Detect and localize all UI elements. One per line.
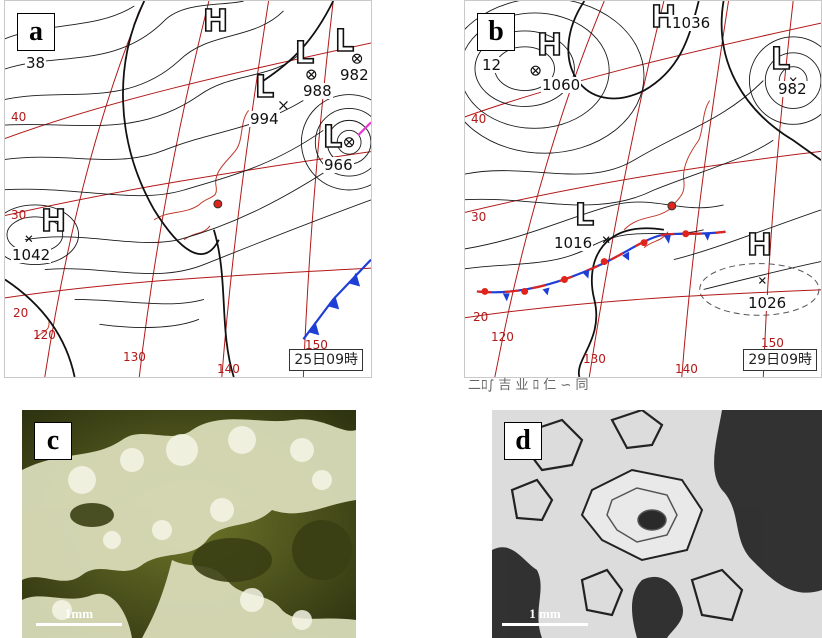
high-pressure-symbol: H — [536, 28, 563, 63]
pressure-label: 982 — [777, 80, 808, 98]
longitude-label: 130 — [583, 352, 606, 366]
low-pressure-symbol: L — [254, 70, 275, 105]
weather-map-panel-b: H H L L H 1036 1060 982 1016 1026 12 40 … — [464, 0, 822, 378]
map-timestamp: 29日09時 — [743, 349, 817, 371]
latitude-label: 30 — [11, 208, 27, 222]
scale-bar-line — [502, 623, 588, 626]
pressure-label: 1026 — [747, 294, 788, 312]
pressure-label: 982 — [339, 66, 370, 84]
map-timestamp: 25日09時 — [289, 349, 363, 371]
high-pressure-symbol: H — [202, 4, 229, 39]
latitude-label: 20 — [13, 306, 29, 320]
pressure-label: 38 — [25, 54, 47, 72]
longitude-label: 120 — [491, 330, 514, 344]
cropped-caption-fragment: 二ﾛ∫ 吉 业 ﾛ 仁 ∽ 同 — [468, 378, 589, 393]
panel-label-c: c — [34, 422, 72, 460]
snow-crystal-photo-d — [492, 410, 822, 638]
scale-bar: 1 mm — [502, 607, 588, 626]
snow-crystal-photo-c — [22, 410, 356, 638]
low-pressure-symbol: L — [322, 120, 343, 155]
panel-label-b: b — [477, 13, 515, 51]
latitude-label: 40 — [471, 112, 487, 126]
pressure-label: 994 — [249, 110, 280, 128]
latitude-label: 30 — [471, 210, 487, 224]
pressure-label: 1042 — [11, 246, 52, 264]
scale-bar-label: 1mm — [64, 606, 94, 621]
longitude-label: 120 — [33, 328, 56, 342]
panel-label-a: a — [17, 13, 55, 51]
longitude-label: 150 — [305, 338, 328, 352]
weather-map-panel-a: H L L L L H 994 988 982 966 1042 38 40 3… — [4, 0, 372, 378]
latitude-label: 40 — [11, 110, 27, 124]
snow-photo-panel-d: d 1 mm — [492, 410, 822, 638]
low-pressure-symbol: L — [574, 198, 595, 233]
high-pressure-symbol: H — [40, 204, 67, 239]
scale-bar-label: 1 mm — [529, 606, 561, 621]
scale-bar-line — [36, 623, 122, 626]
pressure-label: 966 — [323, 156, 354, 174]
scale-bar: 1mm — [36, 607, 122, 626]
longitude-label: 130 — [123, 350, 146, 364]
snow-photo-panel-c: c 1mm — [22, 410, 356, 638]
weather-map-b-drawing — [465, 1, 821, 377]
low-pressure-symbol: L — [770, 42, 791, 77]
longitude-label: 140 — [675, 362, 698, 376]
high-pressure-symbol: H — [746, 228, 773, 263]
pressure-label: 988 — [302, 82, 333, 100]
latitude-label: 20 — [473, 310, 489, 324]
panel-label-d: d — [504, 422, 542, 460]
longitude-label: 140 — [217, 362, 240, 376]
pressure-label: 12 — [481, 56, 503, 74]
weather-map-a-drawing — [5, 1, 371, 377]
longitude-label: 150 — [761, 336, 784, 350]
pressure-label: 1060 — [541, 76, 582, 94]
pressure-label: 1036 — [671, 14, 712, 32]
low-pressure-symbol: L — [294, 36, 315, 71]
low-pressure-symbol: L — [334, 24, 355, 59]
pressure-label: 1016 — [553, 234, 594, 252]
